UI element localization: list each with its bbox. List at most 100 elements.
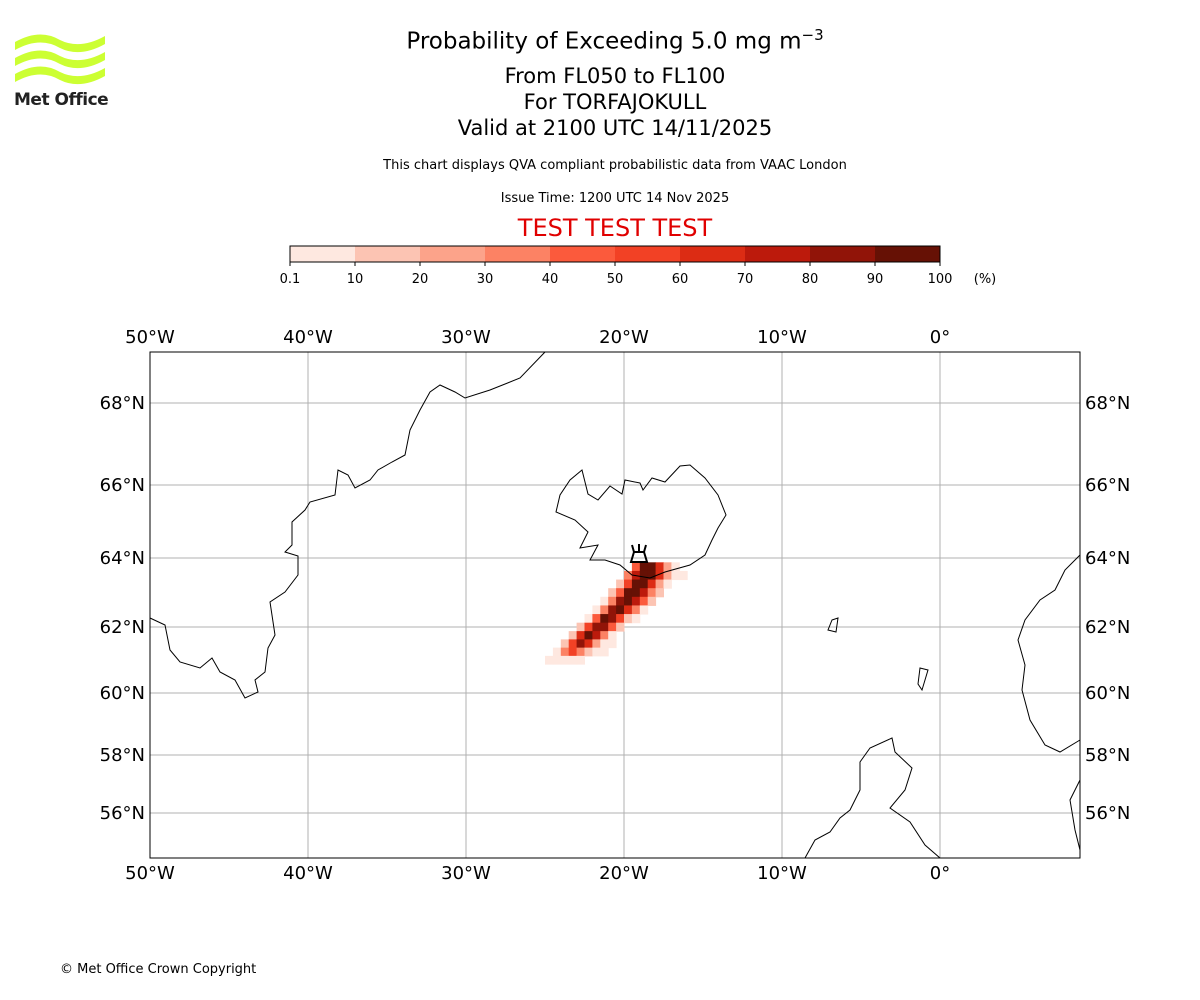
probability-cell	[560, 655, 570, 665]
colorbar-tick: 0.1	[280, 272, 301, 287]
probability-cell	[663, 570, 672, 581]
probability-cell	[600, 614, 609, 624]
probability-cell	[631, 596, 641, 606]
colorbar-tick: 10	[347, 272, 364, 287]
probability-cell	[631, 605, 641, 615]
probability-cell	[592, 614, 601, 624]
y-tick-left: 66°N	[100, 475, 145, 496]
probability-cell	[592, 647, 601, 657]
colorbar-swatch	[355, 246, 420, 262]
probability-cell	[671, 570, 680, 581]
probability-cell	[647, 588, 657, 598]
probability-cell	[592, 639, 601, 649]
x-tick-top: 10°W	[757, 327, 807, 348]
y-tick-right: 68°N	[1085, 393, 1130, 414]
probability-cell	[600, 631, 609, 640]
x-tick-top: 30°W	[441, 327, 491, 348]
probability-cell	[584, 631, 593, 640]
x-tick-bottom: 30°W	[441, 863, 491, 884]
probability-cell	[647, 562, 657, 572]
x-tick-bottom: 50°W	[125, 863, 175, 884]
probability-cell	[576, 631, 585, 640]
probability-cell	[624, 570, 633, 581]
probability-cell	[568, 631, 578, 640]
y-tick-left: 56°N	[100, 803, 145, 824]
colorbar-tick: 60	[672, 272, 689, 287]
y-tick-right: 56°N	[1085, 803, 1130, 824]
probability-cell	[631, 588, 641, 598]
probability-cell	[616, 614, 625, 624]
colorbar-unit: (%)	[974, 272, 997, 287]
x-tick-bottom: 20°W	[599, 863, 649, 884]
y-tick-right: 62°N	[1085, 617, 1130, 638]
colorbar: 0.1 10 20 30 40 50 60 70 80 90 100 (%)	[280, 245, 997, 287]
probability-cell	[639, 579, 649, 589]
probability-cell	[663, 562, 672, 572]
probability-cell	[655, 588, 664, 598]
probability-cell	[568, 639, 578, 649]
chart-title: Probability of Exceeding 5.0 mg m−3	[406, 26, 824, 55]
colorbar-tick: 20	[412, 272, 429, 287]
colorbar-tick: 90	[867, 272, 884, 287]
probability-cell	[616, 579, 625, 589]
colorbar-swatch	[745, 246, 810, 262]
x-tick-bottom: 40°W	[283, 863, 333, 884]
colorbar-tick: 40	[542, 272, 559, 287]
y-tick-right: 58°N	[1085, 745, 1130, 766]
probability-cell	[608, 614, 617, 624]
probability-cell	[616, 605, 625, 615]
met-office-logo-icon	[15, 34, 105, 85]
probability-cell	[592, 605, 601, 615]
logo-text: Met Office	[14, 90, 109, 110]
plume	[545, 562, 688, 665]
y-tick-right: 60°N	[1085, 683, 1130, 704]
probability-cell	[608, 639, 617, 649]
probability-cell	[600, 605, 609, 615]
probability-cell	[624, 605, 633, 615]
probability-cell	[608, 631, 617, 640]
y-tick-right: 64°N	[1085, 548, 1130, 569]
y-tick-left: 62°N	[100, 617, 145, 638]
probability-cell	[624, 596, 633, 606]
probability-cell	[616, 622, 625, 632]
probability-cell	[576, 639, 585, 649]
probability-cell	[576, 655, 585, 665]
probability-cell	[560, 639, 570, 649]
colorbar-swatch	[875, 246, 940, 262]
probability-cell	[639, 570, 649, 581]
probability-cell	[631, 579, 641, 589]
probability-cell	[600, 622, 609, 632]
x-tick-bottom: 10°W	[757, 863, 807, 884]
colorbar-swatch	[485, 246, 550, 262]
probability-cell	[655, 570, 664, 581]
y-tick-left: 60°N	[100, 683, 145, 704]
y-tick-left: 58°N	[100, 745, 145, 766]
x-tick-bottom: 0°	[930, 863, 950, 884]
volcano-icon	[629, 544, 649, 563]
map-frame	[149, 351, 1081, 859]
colorbar-tick: 50	[607, 272, 624, 287]
probability-cell	[624, 614, 633, 624]
x-tick-top: 20°W	[599, 327, 649, 348]
colorbar-swatch	[615, 246, 680, 262]
probability-cell	[616, 588, 625, 598]
probability-cell	[647, 596, 657, 606]
probability-cell	[624, 579, 633, 589]
probability-cell	[639, 605, 649, 615]
y-tick-left: 68°N	[100, 393, 145, 414]
probability-cell	[631, 562, 641, 572]
probability-cell	[600, 647, 609, 657]
probability-cell	[584, 622, 593, 632]
probability-cell	[647, 570, 657, 581]
probability-cell	[600, 639, 609, 649]
probability-cell	[639, 596, 649, 606]
probability-cell	[584, 647, 593, 657]
probability-cell	[608, 596, 617, 606]
probability-cell	[576, 622, 585, 632]
probability-cell	[600, 596, 609, 606]
probability-cell	[608, 605, 617, 615]
location: For TORFAJOKULL	[523, 90, 707, 114]
valid-time: Valid at 2100 UTC 14/11/2025	[457, 116, 773, 140]
probability-cell	[552, 647, 562, 657]
